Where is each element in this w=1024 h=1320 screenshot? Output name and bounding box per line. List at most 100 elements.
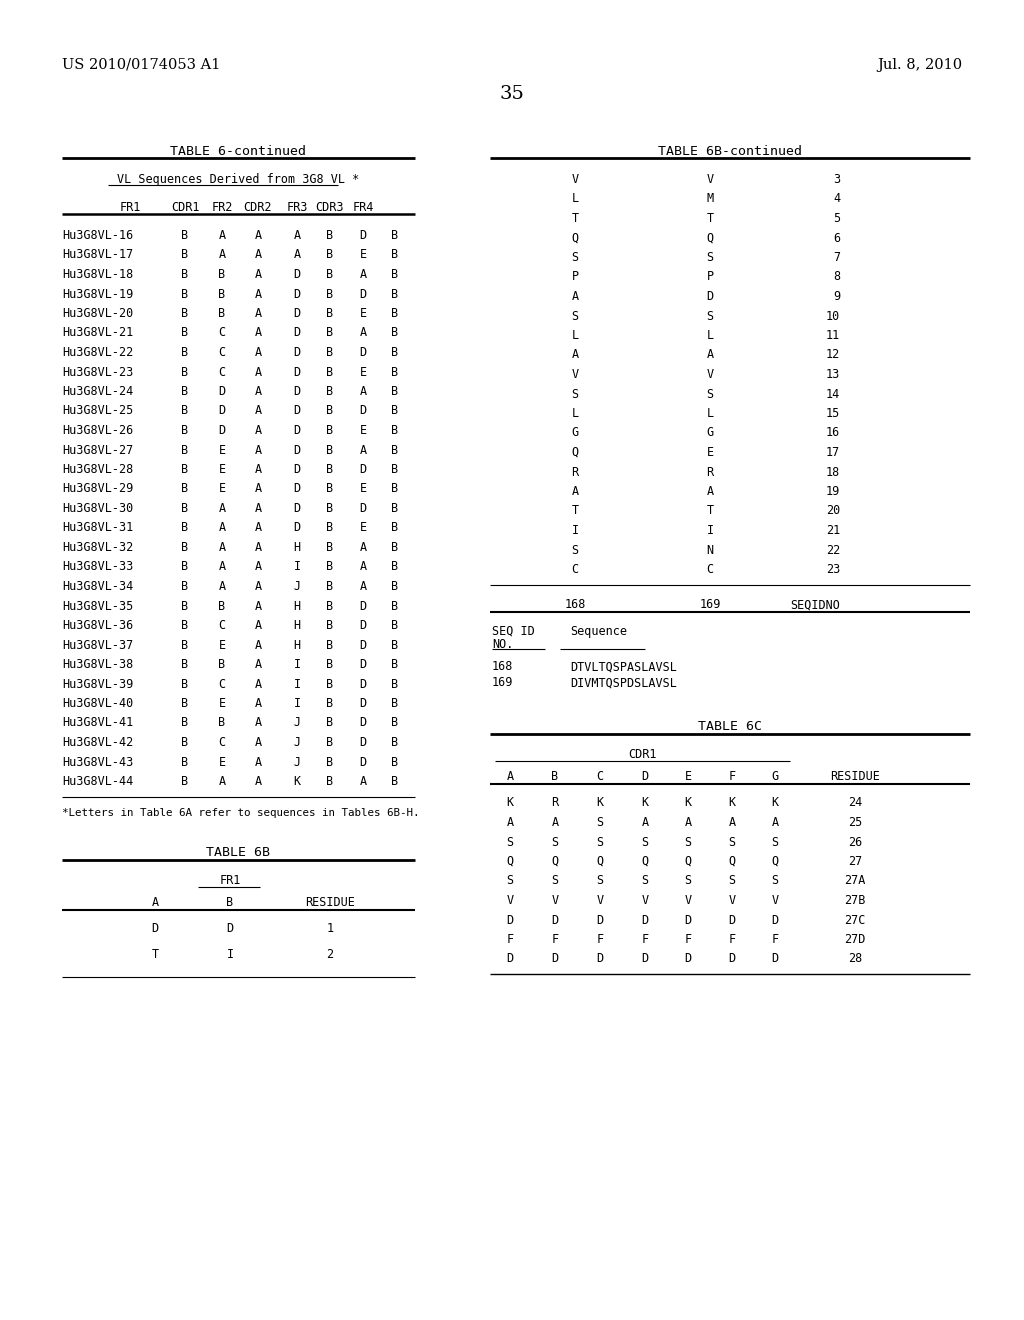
Text: F: F [728,933,735,946]
Text: S: S [571,544,579,557]
Text: B: B [327,579,334,593]
Text: A: A [641,816,648,829]
Text: A: A [218,541,225,554]
Text: B: B [181,599,188,612]
Text: S: S [596,874,603,887]
Text: B: B [181,755,188,768]
Text: RESIDUE: RESIDUE [830,771,880,784]
Text: B: B [181,248,188,261]
Text: A: A [507,816,514,829]
Text: B: B [391,404,398,417]
Text: B: B [391,228,398,242]
Text: 10: 10 [825,309,840,322]
Text: Hu3G8VL-19: Hu3G8VL-19 [62,288,133,301]
Text: Hu3G8VL-40: Hu3G8VL-40 [62,697,133,710]
Text: A: A [254,288,261,301]
Text: S: S [707,309,714,322]
Text: B: B [181,308,188,319]
Text: B: B [391,268,398,281]
Text: I: I [707,524,714,537]
Text: 26: 26 [848,836,862,849]
Text: J: J [294,737,301,748]
Text: 27B: 27B [845,894,865,907]
Text: I: I [294,677,301,690]
Text: DTVLTQSPASLAVSL: DTVLTQSPASLAVSL [570,660,677,673]
Text: Hu3G8VL-44: Hu3G8VL-44 [62,775,133,788]
Text: L: L [571,193,579,206]
Text: B: B [391,424,398,437]
Text: P: P [707,271,714,284]
Text: F: F [552,933,558,946]
Text: B: B [181,521,188,535]
Text: TABLE 6C: TABLE 6C [698,721,762,734]
Text: 27A: 27A [845,874,865,887]
Text: 3: 3 [833,173,840,186]
Text: H: H [294,639,301,652]
Text: SEQIDNO: SEQIDNO [791,598,840,611]
Text: 15: 15 [825,407,840,420]
Text: Q: Q [641,855,648,869]
Text: B: B [327,737,334,748]
Text: V: V [552,894,558,907]
Text: A: A [771,816,778,829]
Text: B: B [391,521,398,535]
Text: 35: 35 [500,84,524,103]
Text: B: B [218,717,225,730]
Text: A: A [254,463,261,477]
Text: E: E [218,444,225,457]
Text: B: B [327,385,334,399]
Text: Q: Q [571,231,579,244]
Text: B: B [181,228,188,242]
Text: V: V [707,173,714,186]
Text: *Letters in Table 6A refer to sequences in Tables 6B-H.: *Letters in Table 6A refer to sequences … [62,808,420,818]
Text: D: D [728,913,735,927]
Text: D: D [507,953,514,965]
Text: 24: 24 [848,796,862,809]
Text: B: B [218,288,225,301]
Text: 2: 2 [327,949,334,961]
Text: US 2010/0174053 A1: US 2010/0174053 A1 [62,58,220,73]
Text: A: A [254,755,261,768]
Text: D: D [294,268,301,281]
Text: A: A [254,697,261,710]
Text: B: B [327,288,334,301]
Text: D: D [728,953,735,965]
Text: S: S [571,251,579,264]
Text: E: E [359,366,367,379]
Text: D: D [359,677,367,690]
Text: CDR1: CDR1 [629,748,656,762]
Text: 168: 168 [492,660,513,673]
Text: D: D [359,346,367,359]
Text: B: B [181,385,188,399]
Text: L: L [707,329,714,342]
Text: Q: Q [728,855,735,869]
Text: D: D [359,288,367,301]
Text: I: I [294,657,301,671]
Text: D: D [294,444,301,457]
Text: F: F [684,933,691,946]
Text: C: C [218,677,225,690]
Text: A: A [254,404,261,417]
Text: 4: 4 [833,193,840,206]
Text: B: B [327,268,334,281]
Text: B: B [181,444,188,457]
Text: A: A [359,326,367,339]
Text: B: B [391,502,398,515]
Text: A: A [254,308,261,319]
Text: K: K [507,796,514,809]
Text: TABLE 6B: TABLE 6B [207,846,270,859]
Text: S: S [507,874,514,887]
Text: B: B [181,677,188,690]
Text: B: B [181,424,188,437]
Text: B: B [327,483,334,495]
Text: Hu3G8VL-33: Hu3G8VL-33 [62,561,133,573]
Text: B: B [218,308,225,319]
Text: K: K [294,775,301,788]
Text: D: D [641,771,648,784]
Text: V: V [728,894,735,907]
Text: F: F [507,933,514,946]
Text: B: B [327,619,334,632]
Text: B: B [391,579,398,593]
Text: K: K [641,796,648,809]
Text: H: H [294,541,301,554]
